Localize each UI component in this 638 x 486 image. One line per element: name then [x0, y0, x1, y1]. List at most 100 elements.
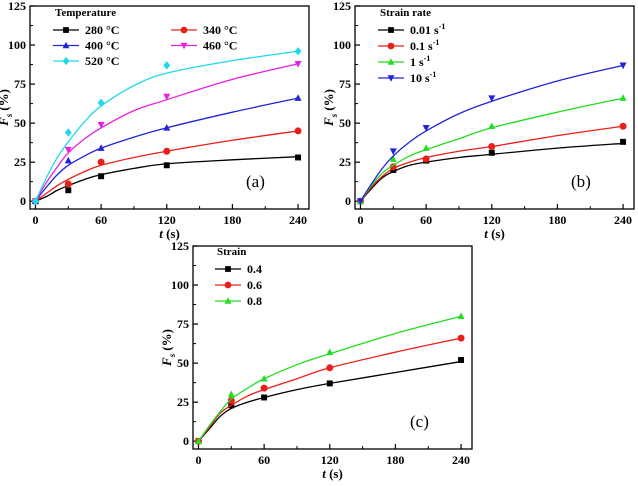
- marker-triangle: [260, 374, 268, 382]
- series: [31, 47, 302, 206]
- plot-frame: [354, 5, 635, 210]
- series-line: [35, 130, 299, 202]
- marker-circle: [457, 334, 465, 342]
- marker-triangle-down: [294, 60, 302, 68]
- marker-square: [326, 380, 333, 387]
- legend-entry: 0.6: [215, 278, 262, 292]
- series-line: [197, 337, 462, 442]
- series: [194, 312, 465, 444]
- marker-triangle: [326, 348, 334, 355]
- y-tick-label: 0: [20, 194, 26, 208]
- marker-square: [388, 27, 394, 33]
- marker-triangle: [227, 390, 235, 398]
- x-tick-label: 120: [158, 213, 176, 227]
- marker-square: [261, 394, 268, 401]
- y-tick-label: 125: [8, 0, 26, 13]
- series-line: [359, 125, 624, 202]
- x-tick-label: 120: [483, 213, 501, 227]
- marker-diamond: [62, 56, 70, 66]
- y-tick-label: 25: [177, 395, 189, 409]
- marker-circle: [260, 384, 268, 392]
- series: [356, 62, 627, 206]
- marker-triangle-down: [163, 93, 171, 101]
- series-line: [197, 315, 462, 442]
- x-tick-label: 60: [420, 213, 432, 227]
- marker-triangle: [224, 297, 232, 304]
- series: [356, 122, 627, 205]
- marker-circle: [389, 163, 397, 171]
- marker-circle: [97, 158, 105, 166]
- legend-entry: 460 °C: [171, 39, 237, 53]
- panel-label: (c): [410, 412, 429, 431]
- legend-entry: 340 °C: [171, 23, 237, 37]
- series-line: [34, 97, 299, 202]
- legend-title: Strain rate: [380, 7, 431, 19]
- marker-circle: [163, 147, 171, 155]
- marker-square: [63, 27, 69, 33]
- legend-entry: 0.1 s-1: [378, 38, 439, 53]
- y-axis-label: Fs(%): [159, 329, 177, 367]
- x-tick-label: 180: [223, 213, 241, 227]
- legend-label: 0.6: [247, 278, 262, 292]
- x-tick-label: 0: [32, 213, 38, 227]
- x-tick-label: 60: [95, 213, 107, 227]
- marker-square: [620, 138, 627, 145]
- marker-triangle: [294, 94, 302, 101]
- legend-entry: 10 s-1: [378, 70, 436, 85]
- y-tick-label: 75: [339, 77, 351, 91]
- marker-square: [225, 266, 231, 272]
- legend-label: 520 °C: [85, 54, 119, 68]
- marker-circle: [326, 364, 334, 372]
- y-tick-label: 0: [345, 194, 351, 208]
- legend-label: 0.1 s-1: [410, 38, 439, 53]
- plot-frame: [29, 5, 310, 210]
- y-tick-label: 50: [177, 356, 189, 370]
- x-tick-label: 60: [258, 453, 270, 467]
- marker-square: [488, 149, 495, 156]
- legend-title: Strain: [217, 246, 246, 258]
- series-line: [197, 360, 462, 442]
- y-tick-label: 125: [333, 0, 351, 13]
- marker-triangle-down: [389, 148, 397, 156]
- series: [356, 94, 627, 204]
- series-line: [34, 50, 299, 202]
- marker-triangle: [619, 94, 627, 101]
- marker-triangle-down: [422, 125, 430, 132]
- marker-triangle: [194, 437, 202, 444]
- series-line: [359, 97, 624, 202]
- legend-entry: 280 °C: [53, 23, 119, 37]
- x-tick-label: 0: [357, 213, 363, 227]
- marker-circle: [488, 143, 496, 151]
- y-tick-label: 75: [14, 77, 26, 91]
- marker-diamond: [163, 61, 171, 70]
- legend-label: 10 s-1: [410, 70, 436, 85]
- marker-triangle-down: [64, 146, 72, 154]
- marker-circle: [619, 122, 627, 130]
- y-tick-label: 100: [333, 38, 351, 52]
- x-axis-label: t (s): [322, 466, 343, 481]
- panel-label: (a): [246, 172, 265, 191]
- marker-triangle: [163, 123, 171, 131]
- legend-title: Temperature: [55, 7, 116, 19]
- x-tick-label: 120: [321, 453, 339, 467]
- y-tick-label: 50: [339, 116, 351, 130]
- y-tick-label: 100: [171, 278, 189, 292]
- marker-triangle-down: [180, 42, 188, 50]
- y-tick-label: 25: [14, 155, 26, 169]
- panel-a: 0 25 50 75 100 125 0 60 120 180 240 t (s) Fs(%) Tempe…: [0, 0, 310, 241]
- y-tick-label: 25: [339, 155, 351, 169]
- marker-square: [163, 162, 170, 169]
- marker-circle: [294, 127, 302, 135]
- panel-c: 0 25 50 75 100 125 0 60 120 180 240 t (s) Fs(%) Strai…: [159, 239, 473, 481]
- y-tick-label: 125: [171, 239, 189, 253]
- legend-label: 0.01 s-1: [410, 22, 445, 37]
- marker-triangle-down: [97, 121, 105, 129]
- marker-circle: [422, 155, 430, 163]
- plot-frame: [192, 245, 473, 450]
- x-tick-label: 240: [289, 213, 307, 227]
- marker-diamond: [294, 47, 302, 56]
- marker-triangle-down: [488, 95, 496, 102]
- legend-label: 280 °C: [85, 23, 119, 37]
- series-line: [359, 64, 624, 202]
- marker-triangle: [97, 144, 105, 151]
